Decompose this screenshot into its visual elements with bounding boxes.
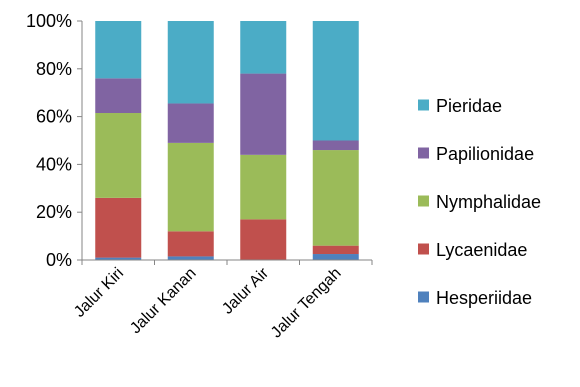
bar-hesperiidae-jalur-kiri [95,257,142,260]
y-tick-label: 100% [26,11,72,31]
legend-label-papilionidae: Papilionidae [436,144,534,164]
y-tick-label: 80% [36,59,72,79]
legend-label-lycaenidae: Lycaenidae [436,240,527,260]
legend-swatch-pieridae [418,99,429,111]
bar-nymphalidae-jalur-air [240,154,287,220]
legend-swatch-lycaenidae [418,243,429,255]
bar-lycaenidae-jalur-kanan [167,231,214,257]
bar-pieridae-jalur-air [240,21,287,74]
x-category-label: Jalur Tengah [268,265,345,342]
bar-papilionidae-jalur-tengah [312,140,359,151]
y-tick-label: 60% [36,107,72,127]
bar-lycaenidae-jalur-tengah [312,245,359,255]
x-category-label: Jalur Kanan [127,265,199,337]
y-tick-label: 0% [46,250,72,270]
y-tick-label: 20% [36,202,72,222]
bar-lycaenidae-jalur-kiri [95,197,142,258]
bar-nymphalidae-jalur-kanan [167,142,214,232]
x-category-label: Jalur Air [219,264,272,317]
bar-nymphalidae-jalur-tengah [312,150,359,246]
legend-label-hesperiidae: Hesperiidae [436,288,532,308]
bar-pieridae-jalur-kiri [95,21,142,79]
y-ticks: 0% 20% 40% 60% 80% 100% [26,11,82,270]
bar-pieridae-jalur-tengah [312,21,359,141]
bar-papilionidae-jalur-kiri [95,78,142,114]
bars-group [95,21,359,260]
legend-swatch-nymphalidae [418,195,429,207]
bar-papilionidae-jalur-kanan [167,103,214,143]
legend-swatch-hesperiidae [418,291,429,303]
bar-nymphalidae-jalur-kiri [95,113,142,198]
bar-hesperiidae-jalur-kanan [167,256,214,260]
bar-papilionidae-jalur-air [240,73,287,155]
legend-label-pieridae: Pieridae [436,96,502,116]
x-category-label: Jalur Kiri [71,265,127,321]
legend-swatch-papilionidae [418,147,429,159]
legend-label-nymphalidae: Nymphalidae [436,192,541,212]
legend: Pieridae Papilionidae Nymphalidae Lycaenida… [418,96,541,308]
bar-hesperiidae-jalur-tengah [312,254,359,260]
y-tick-label: 40% [36,154,72,174]
bar-pieridae-jalur-kanan [167,21,214,104]
bar-lycaenidae-jalur-air [240,219,287,260]
